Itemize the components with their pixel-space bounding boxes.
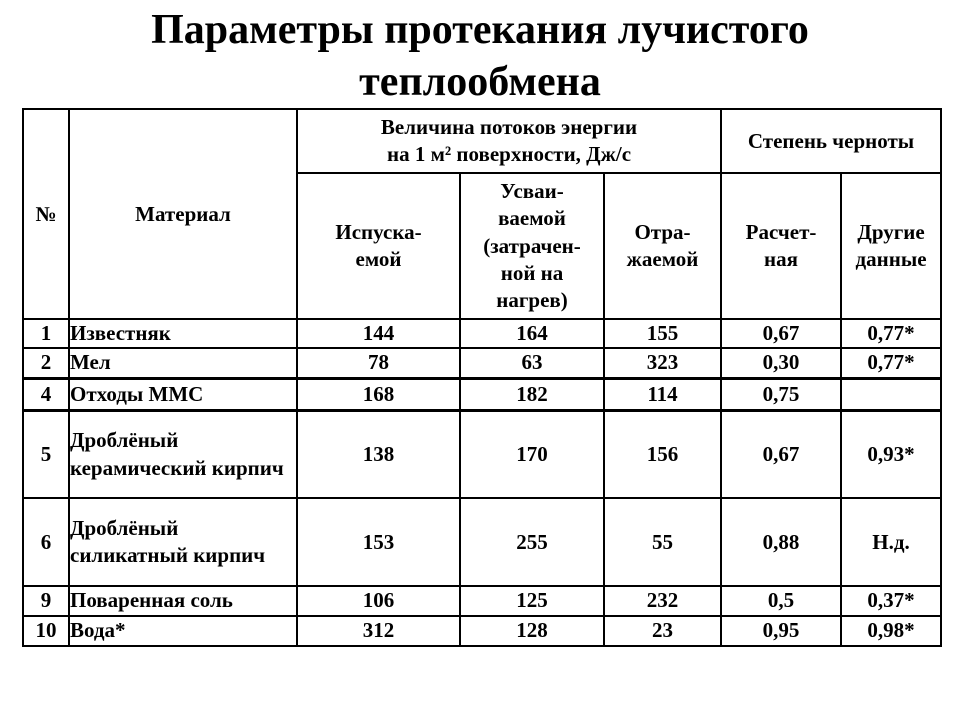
- cell-absorbed: 182: [459, 377, 605, 412]
- cell-other: 0,98*: [840, 614, 943, 647]
- cell-material: Отходы ММС: [68, 377, 298, 412]
- cell-material: Мел: [68, 347, 298, 380]
- cell-no: 2: [22, 347, 70, 380]
- cell-other: 0,77*: [840, 318, 943, 350]
- cell-calculated: 0,67: [720, 409, 843, 500]
- cell-other: [840, 377, 943, 412]
- cell-no: 9: [22, 585, 70, 617]
- table-row: 2 Мел 78 63 323 0,30 0,77*: [22, 347, 943, 380]
- cell-reflected: 323: [602, 347, 723, 380]
- cell-emitted: 138: [296, 409, 461, 500]
- col-header-reflected: Отра- жаемой: [602, 172, 723, 321]
- cell-other: 0,37*: [840, 585, 943, 617]
- table-row: 9 Поваренная соль 106 125 232 0,5 0,37*: [22, 585, 943, 617]
- cell-calculated: 0,5: [720, 585, 843, 617]
- header-row-columns: Испуска- емой Усваи- ваемой (затрачен- н…: [23, 172, 943, 321]
- cell-calculated: 0,30: [720, 347, 843, 380]
- table-row: 5 Дроблёный керамический кирпич 138 170 …: [22, 409, 943, 500]
- cell-absorbed: 125: [459, 585, 605, 617]
- table-row: 1 Известняк 144 164 155 0,67 0,77*: [22, 318, 943, 350]
- col-group-energy: Величина потоков энергии на 1 м² поверхн…: [295, 108, 723, 175]
- cell-absorbed: 170: [459, 409, 605, 500]
- table-row: 6 Дроблёный силикатный кирпич 153 255 55…: [22, 497, 943, 588]
- col-header-calculated: Расчет- ная: [720, 172, 843, 321]
- cell-emitted: 78: [296, 347, 461, 380]
- cell-no: 4: [22, 377, 70, 412]
- cell-absorbed: 63: [459, 347, 605, 380]
- cell-no: 5: [22, 409, 70, 500]
- cell-reflected: 23: [602, 614, 723, 647]
- table-row: 10 Вода* 312 128 23 0,95 0,98*: [22, 614, 943, 647]
- cell-material: Поваренная соль: [68, 585, 298, 617]
- cell-no: 6: [22, 497, 70, 588]
- cell-emitted: 144: [296, 318, 461, 350]
- cell-material: Вода*: [68, 614, 298, 647]
- cell-calculated: 0,75: [720, 377, 843, 412]
- cell-reflected: 156: [602, 409, 723, 500]
- cell-material: Известняк: [68, 318, 298, 350]
- col-header-other: Другие данные: [840, 172, 943, 321]
- cell-absorbed: 255: [459, 497, 605, 588]
- cell-calculated: 0,67: [720, 318, 843, 350]
- cell-emitted: 106: [296, 585, 461, 617]
- cell-absorbed: 164: [459, 318, 605, 350]
- col-group-blackness: Степень черноты: [720, 108, 943, 175]
- col-header-no: №: [22, 108, 70, 321]
- cell-absorbed: 128: [459, 614, 605, 647]
- cell-emitted: 153: [296, 497, 461, 588]
- cell-material: Дроблёный керамический кирпич: [68, 409, 298, 500]
- cell-emitted: 312: [296, 614, 461, 647]
- cell-material: Дроблёный силикатный кирпич: [68, 497, 298, 588]
- cell-reflected: 155: [602, 318, 723, 350]
- table-row: 4 Отходы ММС 168 182 114 0,75: [22, 377, 943, 412]
- cell-calculated: 0,88: [720, 497, 843, 588]
- cell-reflected: 232: [602, 585, 723, 617]
- header-row-groups: № Материал Величина потоков энергии на 1…: [22, 108, 943, 321]
- cell-emitted: 168: [296, 377, 461, 412]
- cell-other: 0,77*: [840, 347, 943, 380]
- materials-table: № Материал Величина потоков энергии на 1…: [22, 108, 943, 647]
- col-header-absorbed: Усваи- ваемой (затрачен- ной на нагрев): [459, 172, 605, 321]
- cell-no: 10: [22, 614, 70, 647]
- cell-no: 1: [22, 318, 70, 350]
- cell-reflected: 114: [602, 377, 723, 412]
- cell-reflected: 55: [602, 497, 723, 588]
- col-header-emitted: Испуска- емой: [296, 172, 461, 321]
- cell-calculated: 0,95: [720, 614, 843, 647]
- col-header-material: Материал: [68, 108, 298, 321]
- cell-other: 0,93*: [840, 409, 943, 500]
- page-title: Параметры протекания лучистого теплообме…: [151, 7, 809, 106]
- cell-other: Н.д.: [840, 497, 943, 588]
